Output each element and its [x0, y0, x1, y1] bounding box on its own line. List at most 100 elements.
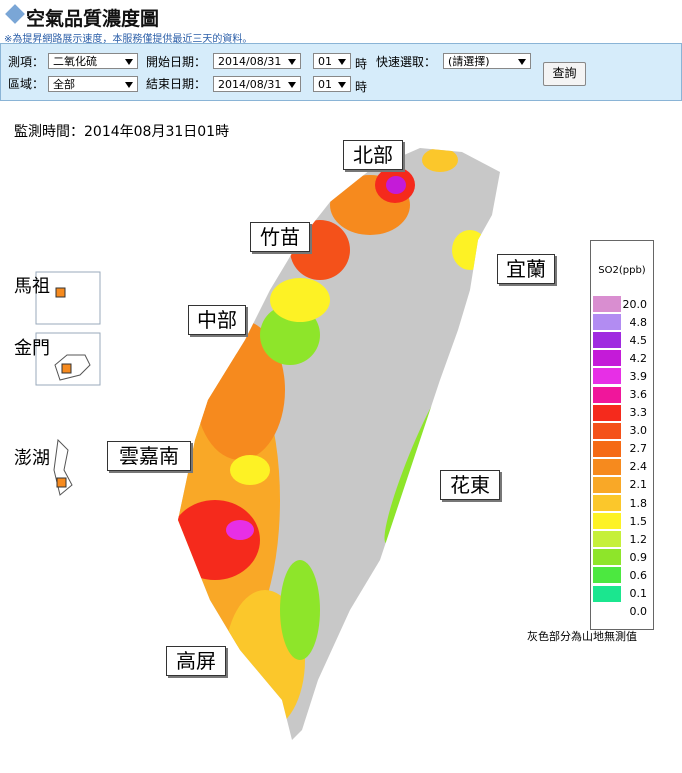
legend-label: 2.1 [629, 478, 648, 492]
region-label: 宜蘭 [497, 254, 555, 284]
legend: SO2(ppb) 20.0 4.8 4.5 4.2 3.9 3.6 3.3 3.0 2.7 2.4… [590, 240, 654, 630]
title-icon [5, 4, 25, 24]
legend-item: 0.6 [593, 566, 653, 584]
legend-item: 2.1 [593, 476, 653, 494]
island-label: 馬祖 [14, 276, 50, 297]
region-label: 高屏 [166, 646, 226, 676]
legend-title: SO2(ppb) [598, 265, 646, 276]
legend-swatch [593, 332, 621, 349]
legend-label: 4.8 [629, 315, 648, 329]
zone [386, 176, 406, 194]
legend-swatch [593, 531, 621, 548]
zone [226, 520, 254, 540]
area-label: 區域： [8, 77, 45, 91]
station [56, 477, 67, 488]
legend-swatch [593, 386, 621, 403]
penghu-outline [53, 438, 73, 496]
legend-label: 2.7 [629, 442, 648, 456]
legend-item: 4.2 [593, 349, 653, 367]
legend-label: 3.6 [629, 388, 648, 402]
legend-swatch [593, 513, 621, 530]
item-select[interactable]: 二氧化硫 [48, 53, 138, 69]
hour-unit: 時 [355, 80, 368, 94]
region-label: 竹苗 [250, 222, 310, 252]
start-label: 開始日期： [146, 55, 207, 69]
legend-swatch [593, 350, 621, 367]
legend-label: 1.5 [629, 514, 648, 528]
region-label: 雲嘉南 [107, 441, 191, 471]
legend-item: 1.8 [593, 494, 653, 512]
page-title: 空氣品質濃度圖 [26, 8, 160, 30]
legend-label: 0.6 [629, 568, 648, 582]
legend-item: 0.0 [593, 603, 653, 621]
island-label: 金門 [14, 338, 50, 359]
hour-unit: 時 [355, 57, 368, 71]
legend-item: 20.0 [593, 295, 653, 313]
legend-item: 3.9 [593, 367, 653, 385]
legend-swatch [593, 440, 621, 457]
legend-label: 4.5 [629, 333, 648, 347]
legend-label: 3.9 [629, 369, 648, 383]
legend-item: 4.8 [593, 313, 653, 331]
region-label: 北部 [343, 140, 403, 170]
legend-label: 20.0 [622, 297, 648, 311]
legend-swatch [593, 422, 621, 439]
legend-item: 3.6 [593, 385, 653, 403]
quick-label: 快速選取： [376, 55, 437, 69]
end-date-select[interactable]: 2014/08/31 [213, 76, 301, 92]
zone [422, 148, 458, 172]
legend-label: 3.3 [629, 406, 648, 420]
zone [270, 278, 330, 322]
zone [452, 230, 488, 270]
legend-label: 1.8 [629, 496, 648, 510]
zone [230, 455, 270, 485]
legend-swatch [593, 404, 621, 421]
legend-item: 0.9 [593, 548, 653, 566]
zone [178, 500, 260, 580]
legend-item: 2.4 [593, 458, 653, 476]
query-button[interactable]: 查詢 [543, 62, 586, 86]
legend-item: 4.5 [593, 331, 653, 349]
end-label: 結束日期： [146, 77, 207, 91]
item-label: 測項： [8, 55, 45, 69]
matsu-inset [35, 271, 101, 325]
legend-label: 2.4 [629, 460, 648, 474]
area-select[interactable]: 全部 [48, 76, 138, 92]
legend-swatch [593, 495, 621, 512]
start-date-select[interactable]: 2014/08/31 [213, 53, 301, 69]
footnote: 灰色部分為山地無測值 [527, 630, 637, 643]
legend-swatch [593, 585, 621, 602]
legend-item: 0.1 [593, 585, 653, 603]
notice: ※為提昇網路展示速度，本服務僅提供最近三天的資料。 [4, 34, 253, 45]
zone [280, 560, 320, 660]
start-hour-select[interactable]: 01 [313, 53, 351, 69]
island-label: 澎湖 [14, 448, 50, 469]
region-label: 中部 [188, 305, 246, 335]
legend-swatch [593, 314, 621, 331]
legend-label: 3.0 [629, 424, 648, 438]
legend-swatch [593, 549, 621, 566]
region-label: 花東 [440, 470, 500, 500]
legend-label: 0.9 [629, 550, 648, 564]
station [55, 287, 66, 298]
station [61, 363, 72, 374]
legend-item: 3.3 [593, 404, 653, 422]
kinmen-inset [35, 332, 101, 386]
legend-item: 3.0 [593, 422, 653, 440]
kinmen-outline [54, 354, 91, 381]
legend-swatch [593, 458, 621, 475]
timestamp: 監測時間：2014年08月31日01時 [14, 124, 230, 140]
legend-swatch [593, 603, 621, 620]
legend-item: 1.2 [593, 530, 653, 548]
legend-label: 4.2 [629, 351, 648, 365]
legend-label: 0.0 [629, 605, 648, 619]
legend-swatch [593, 296, 621, 313]
legend-item: 2.7 [593, 440, 653, 458]
legend-swatch [593, 567, 621, 584]
legend-swatch [593, 476, 621, 493]
map [35, 148, 500, 740]
legend-label: 0.1 [629, 587, 648, 601]
quick-select[interactable]: (請選擇) [443, 53, 531, 69]
legend-items: 20.0 4.8 4.5 4.2 3.9 3.6 3.3 3.0 2.7 2.4 2.1 1.8 1.5… [591, 295, 653, 621]
end-hour-select[interactable]: 01 [313, 76, 351, 92]
